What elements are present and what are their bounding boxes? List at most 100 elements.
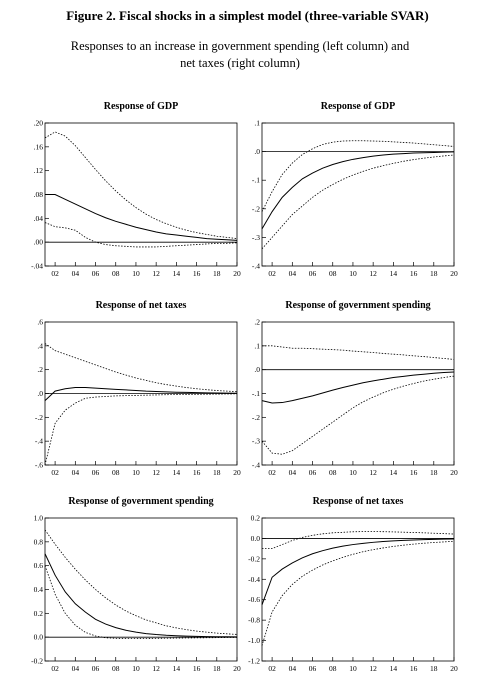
response-line [261,371,455,404]
x-tick-label: 16 [410,664,418,673]
x-tick-label: 20 [450,269,458,278]
y-tick-label: -0.8 [248,616,260,625]
y-tick-label: .0 [254,365,260,374]
x-tick-label: 02 [268,468,276,477]
x-tick-label: 02 [51,664,59,673]
x-tick-label: 14 [173,269,181,278]
y-tick-label: -.04 [31,262,43,271]
y-tick-label: -.2 [35,413,43,422]
response-line [261,538,455,605]
panel-title: Response of GDP [321,101,395,112]
y-tick-label: .1 [254,341,260,350]
y-tick-label: -0.4 [248,575,260,584]
response-line [262,531,455,550]
x-tick-label: 06 [92,468,100,477]
x-tick-label: 10 [132,269,140,278]
response-line [44,343,238,393]
y-tick-label: 1.0 [34,514,44,523]
response-line [261,375,455,455]
y-tick-label: -.2 [252,413,260,422]
x-tick-label: 20 [450,468,458,477]
y-tick-label: -.4 [252,461,260,470]
x-tick-label: 14 [390,664,398,673]
x-tick-label: 20 [450,664,458,673]
x-tick-label: 04 [72,468,80,477]
x-tick-label: 02 [51,468,59,477]
x-tick-label: 04 [289,468,297,477]
y-tick-label: .0 [254,147,260,156]
response-line [44,565,238,639]
y-tick-label: .2 [254,318,260,327]
y-tick-label: 0.2 [34,609,44,618]
response-line [44,553,238,638]
x-tick-label: 14 [390,269,398,278]
response-line [44,393,238,466]
y-tick-label: 0.0 [251,534,261,543]
y-tick-label: .12 [34,166,44,175]
x-tick-label: 16 [193,269,201,278]
response-line [261,151,455,230]
x-tick-label: 12 [152,269,160,278]
y-tick-label: -.1 [252,176,260,185]
response-line [261,154,455,250]
x-tick-label: 16 [410,468,418,477]
panel-title: Response of government spending [68,496,213,507]
x-tick-label: 14 [173,664,181,673]
x-tick-label: 08 [112,664,120,673]
y-tick-label: .04 [34,214,44,223]
x-tick-label: 12 [152,468,160,477]
response-line [262,345,455,360]
x-tick-label: 08 [112,468,120,477]
y-tick-label: .2 [37,365,43,374]
y-tick-label: .6 [37,318,43,327]
x-tick-label: 16 [193,468,201,477]
x-tick-label: 06 [309,468,317,477]
y-tick-label: .08 [34,190,44,199]
y-tick-label: -.6 [35,461,43,470]
x-tick-label: 12 [369,468,377,477]
x-tick-label: 14 [173,468,181,477]
x-tick-label: 02 [268,664,276,673]
panel-title: Response of net taxes [96,300,187,311]
x-tick-label: 20 [233,468,241,477]
y-tick-label: -0.2 [248,554,260,563]
y-tick-label: -0.6 [248,595,260,604]
x-tick-label: 08 [329,468,337,477]
figure-subtitle: Responses to an increase in government s… [70,39,410,70]
x-tick-label: 20 [233,664,241,673]
plot-frame [261,517,455,662]
x-tick-label: 12 [369,664,377,673]
response-line [261,140,455,212]
response-line [44,529,238,635]
plot-frame [44,122,238,267]
x-tick-label: 04 [72,269,80,278]
y-tick-label: .0 [37,389,43,398]
x-tick-label: 08 [329,269,337,278]
x-tick-label: 16 [193,664,201,673]
x-tick-label: 18 [213,664,221,673]
y-tick-label: .20 [34,119,44,128]
x-tick-label: 06 [309,664,317,673]
y-tick-label: -1.0 [248,636,260,645]
panel-title: Response of net taxes [313,496,404,507]
x-tick-label: 10 [349,468,357,477]
panel-title: Response of government spending [285,300,430,311]
y-tick-label: .1 [254,119,260,128]
x-tick-label: 02 [268,269,276,278]
x-tick-label: 18 [430,468,438,477]
x-tick-label: 10 [132,664,140,673]
x-tick-label: 10 [132,468,140,477]
response-line [44,222,238,248]
x-tick-label: 16 [410,269,418,278]
y-tick-label: .4 [37,341,43,350]
x-tick-label: 12 [152,664,160,673]
y-tick-label: .00 [34,238,44,247]
y-tick-label: -.2 [252,204,260,213]
x-tick-label: 08 [112,269,120,278]
figure-title: Figure 2. Fiscal shocks in a simplest mo… [66,8,429,23]
x-tick-label: 04 [289,269,297,278]
x-tick-label: 04 [289,664,297,673]
x-tick-label: 14 [390,468,398,477]
x-tick-label: 04 [72,664,80,673]
x-tick-label: 18 [213,269,221,278]
